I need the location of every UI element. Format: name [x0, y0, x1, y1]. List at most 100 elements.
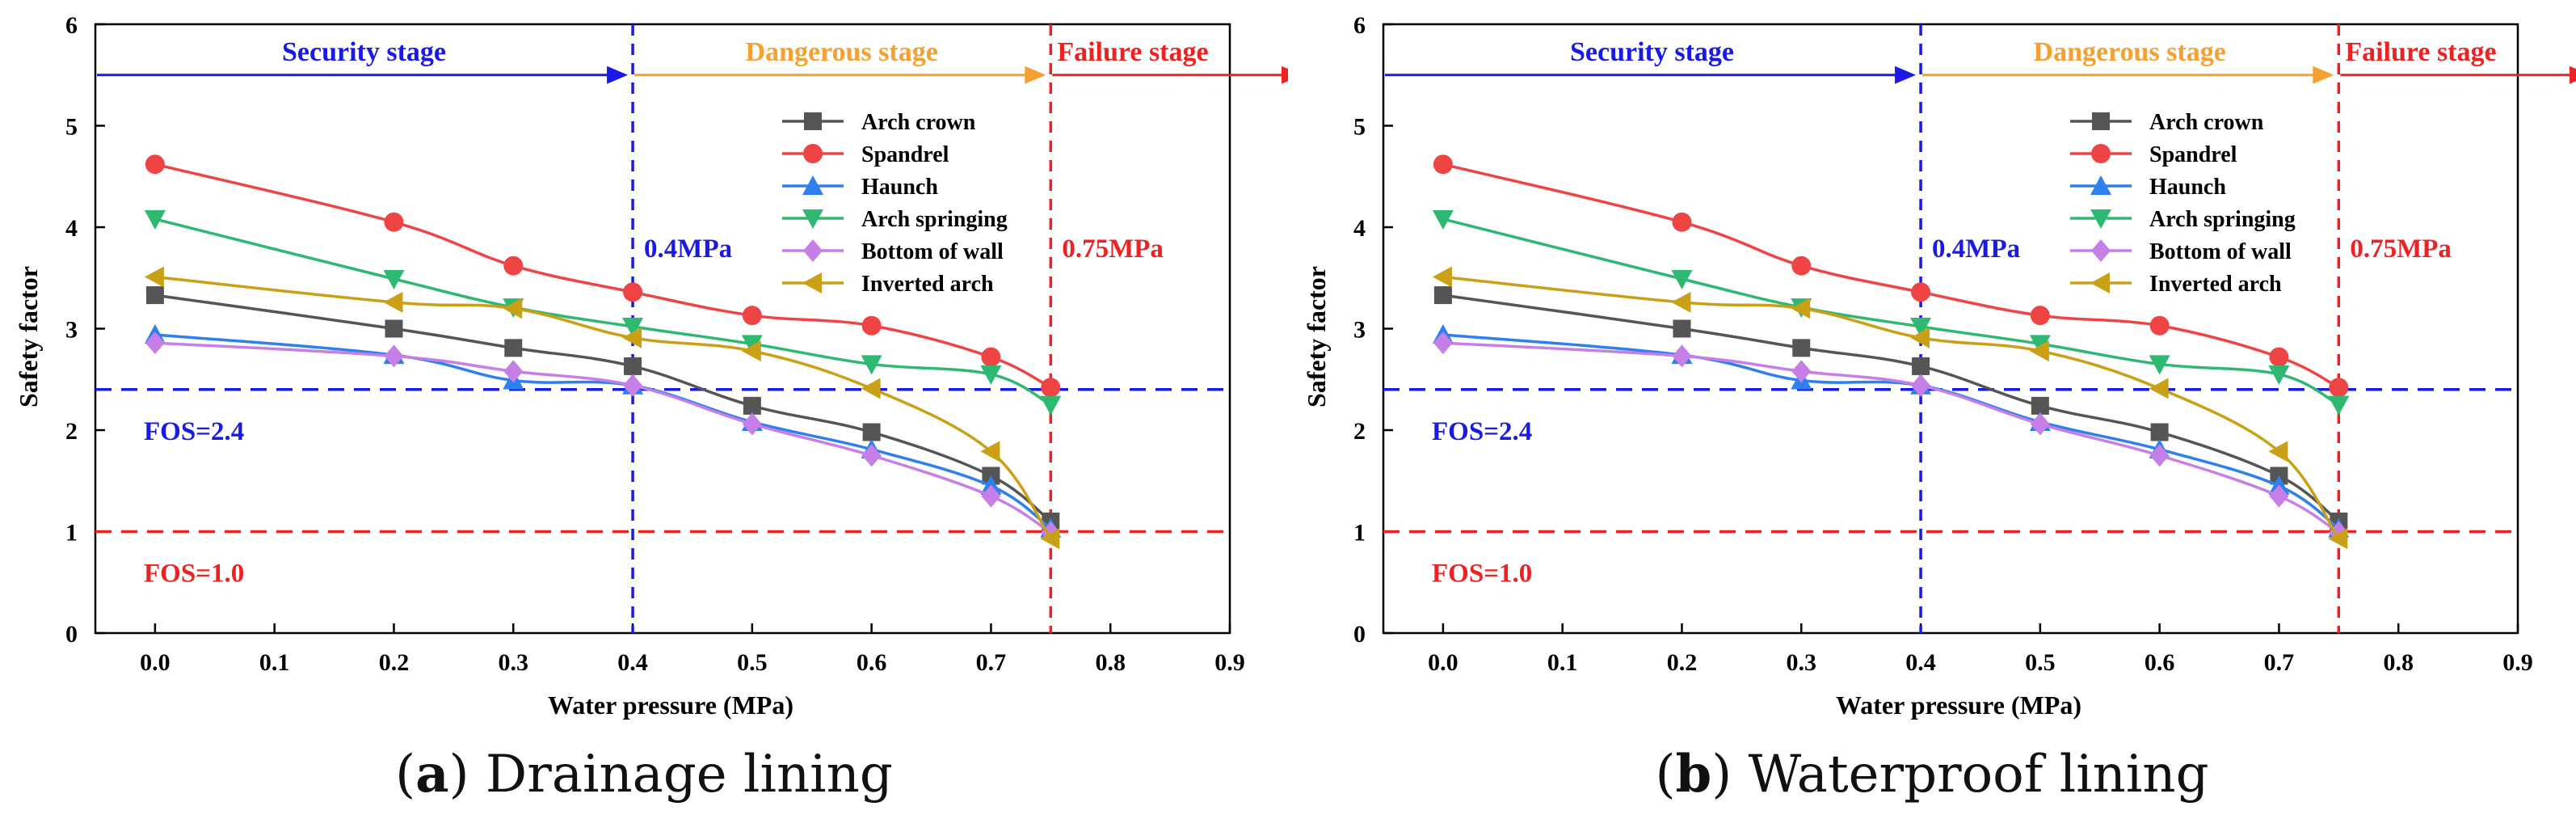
- data-point-spandrel: [503, 255, 524, 276]
- data-point-bottom-of-wall: [861, 444, 882, 467]
- data-point-arch-crown: [145, 286, 164, 305]
- caption-paren: (: [395, 745, 416, 804]
- legend: Arch crown Spandrel Haunch Arch springing Bo…: [782, 110, 1008, 297]
- data-point-bottom-of-wall: [1672, 344, 1692, 368]
- data-point-arch-springing: [622, 317, 644, 337]
- reference-label-0-4mpa: 0.4MPa: [1932, 234, 2020, 264]
- series-line-arch-springing: [1442, 217, 2340, 407]
- y-tick-label: 3: [1353, 317, 1366, 344]
- data-point-arch-springing: [1432, 209, 1454, 230]
- stage-label-dangerous-stage: Dangerous stage: [746, 37, 938, 67]
- data-point-spandrel: [1672, 212, 1692, 232]
- x-tick-label: 0.2: [379, 649, 410, 676]
- x-tick-label: 0.0: [1428, 649, 1458, 676]
- reference-label-fos-2-4: FOS=2.4: [1432, 417, 1532, 446]
- legend-marker-bottom-of-wall: [2091, 239, 2111, 262]
- plot-frame: [94, 23, 1231, 635]
- data-point-inverted-arch: [144, 266, 164, 288]
- data-point-spandrel: [2329, 378, 2349, 398]
- series-bottom-of-wall: [1433, 331, 2349, 544]
- series-line-haunch: [1442, 333, 2340, 530]
- figure-caption: (b) Waterproof lining: [1288, 744, 2576, 804]
- data-point-arch-crown: [743, 396, 761, 415]
- data-point-arch-springing: [980, 365, 1002, 385]
- x-tick-label: 0.0: [140, 649, 170, 676]
- legend-marker-arch-springing: [2090, 209, 2111, 229]
- data-point-inverted-arch: [1791, 298, 1811, 319]
- legend-marker-arch-crown: [2092, 112, 2110, 130]
- legend-label-arch-springing: Arch springing: [861, 207, 1008, 232]
- legend-label-bottom-of-wall: Bottom of wall: [861, 239, 1004, 264]
- x-tick-label: 0.8: [1095, 649, 1126, 676]
- data-point-arch-crown: [1792, 339, 1811, 357]
- caption-paren: ): [448, 745, 486, 804]
- data-point-arch-springing: [144, 209, 166, 230]
- legend: Arch crown Spandrel Haunch Arch springing Bo…: [2070, 110, 2296, 297]
- legend-label-arch-springing: Arch springing: [2149, 207, 2296, 232]
- x-tick-label: 0.3: [1787, 649, 1817, 676]
- data-point-arch-springing: [2149, 355, 2170, 375]
- y-tick-label: 4: [1353, 215, 1366, 242]
- x-tick-label: 0.4: [617, 649, 648, 676]
- series-spandrel: [145, 154, 1061, 398]
- series-arch-crown: [145, 286, 1060, 530]
- data-point-arch-springing: [2328, 395, 2350, 416]
- legend-marker-arch-springing: [802, 209, 823, 229]
- series-line-haunch: [154, 333, 1052, 530]
- x-tick-label: 0.8: [2383, 649, 2414, 676]
- data-point-spandrel: [1911, 282, 1931, 302]
- series-line-inverted-arch: [1442, 275, 2340, 540]
- data-point-spandrel: [384, 212, 404, 232]
- data-point-bottom-of-wall: [742, 412, 762, 436]
- chart-svg: 0.0 0.1 0.2 0.3 0.4 0.5 0.6 0.7 0.8 0.9 0 1 2 3 4 5 6 Wat…: [14, 12, 1288, 720]
- legend-marker-arch-crown: [804, 112, 822, 130]
- series-line-spandrel: [1442, 163, 2340, 389]
- data-point-arch-springing: [2029, 335, 2051, 355]
- plot-frame: [1382, 23, 2519, 635]
- x-tick-label: 0.6: [857, 649, 887, 676]
- y-tick-label: 6: [1353, 12, 1366, 39]
- y-tick-label: 6: [65, 12, 78, 39]
- data-point-spandrel: [2030, 306, 2050, 326]
- data-point-arch-springing: [1910, 317, 1932, 337]
- data-point-inverted-arch: [741, 340, 761, 362]
- legend-marker-bottom-of-wall: [803, 239, 823, 262]
- series-line-arch-crown: [154, 293, 1052, 523]
- legend-marker-spandrel: [803, 144, 823, 163]
- data-point-inverted-arch: [1432, 266, 1452, 288]
- y-tick-label: 2: [65, 418, 78, 445]
- data-point-inverted-arch: [2328, 528, 2348, 550]
- chart-svg: 0.0 0.1 0.2 0.3 0.4 0.5 0.6 0.7 0.8 0.9 0 1 2 3 4 5 6 Wat…: [1302, 12, 2576, 720]
- legend-label-spandrel: Spandrel: [2149, 142, 2237, 167]
- y-tick-label: 2: [1353, 418, 1366, 445]
- legend-marker-spandrel: [2091, 144, 2111, 163]
- data-point-inverted-arch: [2268, 441, 2288, 462]
- data-point-arch-springing: [861, 355, 882, 375]
- reference-label-0-4mpa: 0.4MPa: [644, 234, 732, 264]
- data-point-bottom-of-wall: [2269, 484, 2289, 508]
- data-point-spandrel: [861, 315, 882, 336]
- stage-label-failure-stage: Failure stage: [1057, 37, 1208, 67]
- data-point-bottom-of-wall: [384, 344, 404, 368]
- legend-label-haunch: Haunch: [861, 175, 938, 200]
- series-inverted-arch: [1432, 266, 2348, 550]
- legend-label-arch-crown: Arch crown: [861, 110, 976, 135]
- data-point-arch-springing: [741, 335, 763, 355]
- chart-waterproof-lining: 0.0 0.1 0.2 0.3 0.4 0.5 0.6 0.7 0.8 0.9 0 1 2 3 4 5 6 Wat…: [1288, 0, 2576, 804]
- data-point-arch-crown: [624, 357, 642, 375]
- x-tick-label: 0.6: [2145, 649, 2175, 676]
- data-point-arch-crown: [2150, 423, 2169, 441]
- x-tick-label: 0.7: [976, 649, 1007, 676]
- stage-label-failure-stage: Failure stage: [2345, 37, 2496, 67]
- legend-label-spandrel: Spandrel: [861, 142, 949, 167]
- x-tick-label: 0.4: [1905, 649, 1936, 676]
- reference-label-0-75mpa: 0.75MPa: [1062, 234, 1164, 264]
- y-tick-label: 3: [65, 317, 78, 344]
- legend-marker-haunch: [2090, 175, 2111, 195]
- caption-letter: a: [415, 744, 449, 804]
- data-point-bottom-of-wall: [1433, 331, 1453, 355]
- data-point-arch-springing: [2268, 365, 2290, 385]
- x-axis-title: Water pressure (MPa): [1836, 690, 2081, 720]
- x-tick-label: 0.9: [1214, 649, 1245, 676]
- data-point-spandrel: [1791, 255, 1812, 276]
